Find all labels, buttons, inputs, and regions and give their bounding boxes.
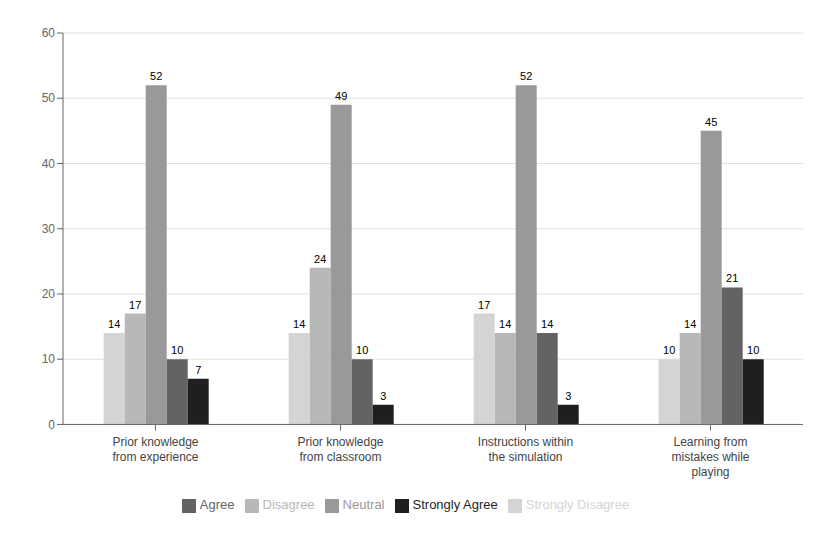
svg-text:20: 20: [42, 287, 56, 301]
svg-text:14: 14: [293, 318, 305, 330]
svg-text:60: 60: [42, 26, 56, 40]
svg-text:30: 30: [42, 222, 56, 236]
svg-text:7: 7: [195, 364, 201, 376]
svg-text:52: 52: [150, 70, 162, 82]
html-text:Strongly Disagree: Strongly Disagree: [525, 497, 630, 513]
svg-text:10: 10: [42, 352, 56, 366]
svg-text:Learning frommistakes whilepla: Learning frommistakes whileplaying: [671, 435, 749, 479]
svg-text:3: 3: [380, 390, 386, 402]
svg-text:10: 10: [356, 344, 368, 356]
svg-text:14: 14: [541, 318, 553, 330]
svg-text:50: 50: [42, 91, 56, 105]
svg-text:0: 0: [48, 418, 55, 432]
html-text:Strongly Agree: Strongly Agree: [412, 497, 498, 513]
html-text:Neutral: Neutral: [342, 497, 385, 513]
svg-text:Prior knowledgefrom classroom: Prior knowledgefrom classroom: [297, 435, 383, 464]
svg-text:10: 10: [171, 344, 183, 356]
html-text:Disagree: Disagree: [262, 497, 315, 513]
svg-text:Prior knowledgefrom experience: Prior knowledgefrom experience: [112, 435, 198, 464]
svg-text:17: 17: [129, 299, 141, 311]
html-text:Agree: Agree: [199, 497, 235, 513]
svg-text:45: 45: [705, 116, 717, 128]
svg-text:49: 49: [335, 90, 347, 102]
svg-text:10: 10: [663, 344, 675, 356]
svg-text:24: 24: [314, 253, 326, 265]
svg-text:3: 3: [565, 390, 571, 402]
svg-text:14: 14: [684, 318, 696, 330]
svg-text:17: 17: [478, 299, 490, 311]
svg-text:10: 10: [747, 344, 759, 356]
svg-text:14: 14: [499, 318, 511, 330]
svg-text:Instructions withinthe simulat: Instructions withinthe simulation: [478, 435, 573, 464]
svg-text:21: 21: [726, 272, 738, 284]
svg-text:52: 52: [520, 70, 532, 82]
svg-text:40: 40: [42, 157, 56, 171]
svg-text:14: 14: [108, 318, 120, 330]
